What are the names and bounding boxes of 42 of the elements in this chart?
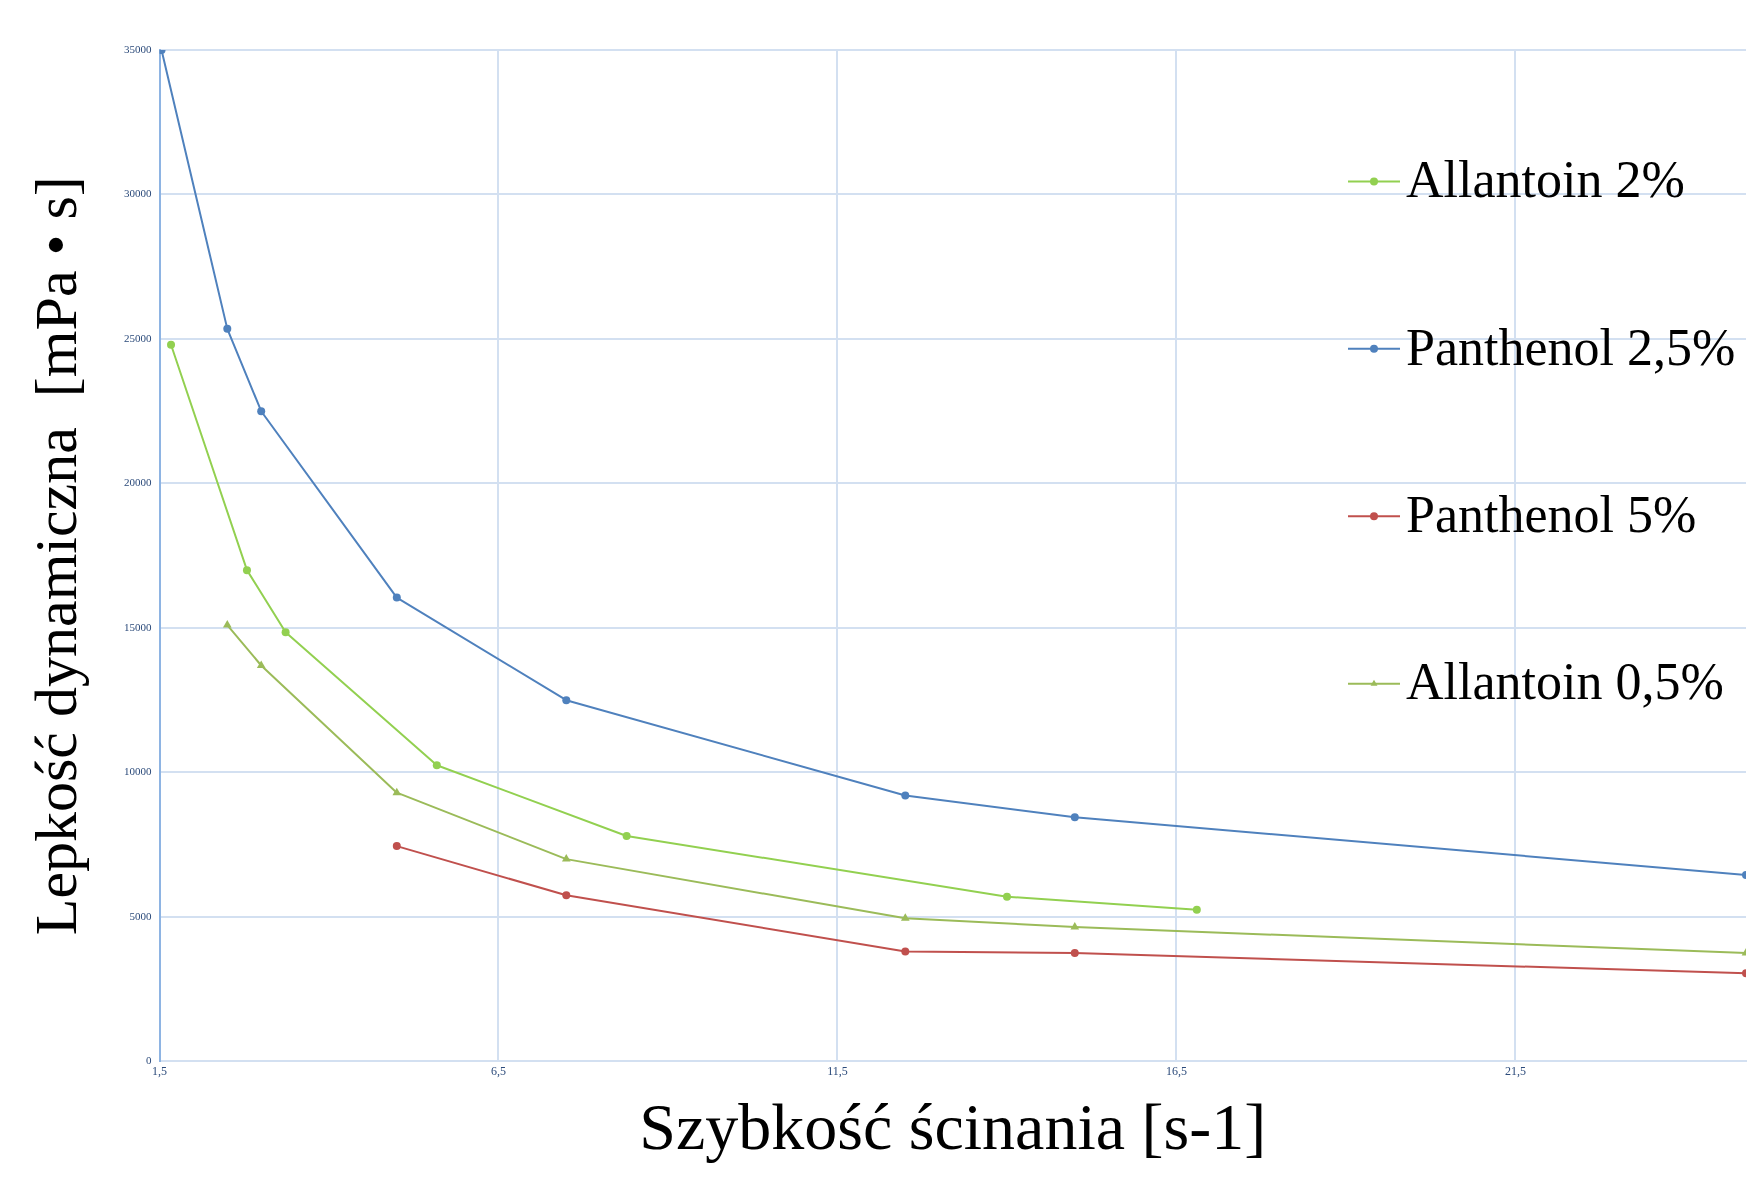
legend-label: Allantoin 0,5% xyxy=(1406,653,1724,711)
y-tick-label: 35000 xyxy=(124,42,152,55)
y-tick-label: 30000 xyxy=(124,187,152,200)
point xyxy=(222,620,232,628)
point xyxy=(257,407,266,416)
y-tick-label: 0 xyxy=(146,1054,152,1067)
point xyxy=(392,787,402,796)
point xyxy=(1070,949,1079,958)
point xyxy=(242,566,251,575)
point xyxy=(901,791,910,800)
y-tick-label: 10000 xyxy=(124,765,152,778)
point xyxy=(562,696,571,705)
point xyxy=(561,854,571,862)
x-tick-label: 1,5 xyxy=(152,1063,167,1078)
y-axis-title: Lepkość dynamiczna [mPa • s] xyxy=(22,176,89,936)
point xyxy=(432,761,441,770)
y-tick-label: 25000 xyxy=(124,331,152,344)
point xyxy=(622,832,631,840)
point xyxy=(562,891,571,900)
legend-label: Panthenol 2,5% xyxy=(1406,318,1736,376)
point xyxy=(1070,813,1079,822)
y-tick-label: 5000 xyxy=(129,909,152,922)
point xyxy=(392,842,401,851)
point xyxy=(256,660,266,669)
y-tick-label: 20000 xyxy=(124,476,152,489)
x-tick-label: 16,5 xyxy=(1165,1063,1187,1078)
point xyxy=(392,593,401,602)
legend-label: Allantoin 2% xyxy=(1406,151,1685,209)
x-tick-label: 21,5 xyxy=(1504,1063,1526,1078)
point xyxy=(223,324,232,333)
point xyxy=(901,947,910,956)
x-tick-label: 11,5 xyxy=(827,1063,848,1078)
legend-label: Panthenol 5% xyxy=(1406,485,1697,543)
point xyxy=(1002,892,1011,901)
x-axis-title: Szybkość ścinania [s-1] xyxy=(639,1089,1267,1163)
point xyxy=(167,340,176,349)
point xyxy=(900,913,910,921)
x-tick-label: 6,5 xyxy=(491,1063,506,1078)
point xyxy=(1070,922,1080,930)
point xyxy=(281,628,290,637)
y-tick-label: 15000 xyxy=(124,620,152,633)
point xyxy=(1192,905,1201,914)
